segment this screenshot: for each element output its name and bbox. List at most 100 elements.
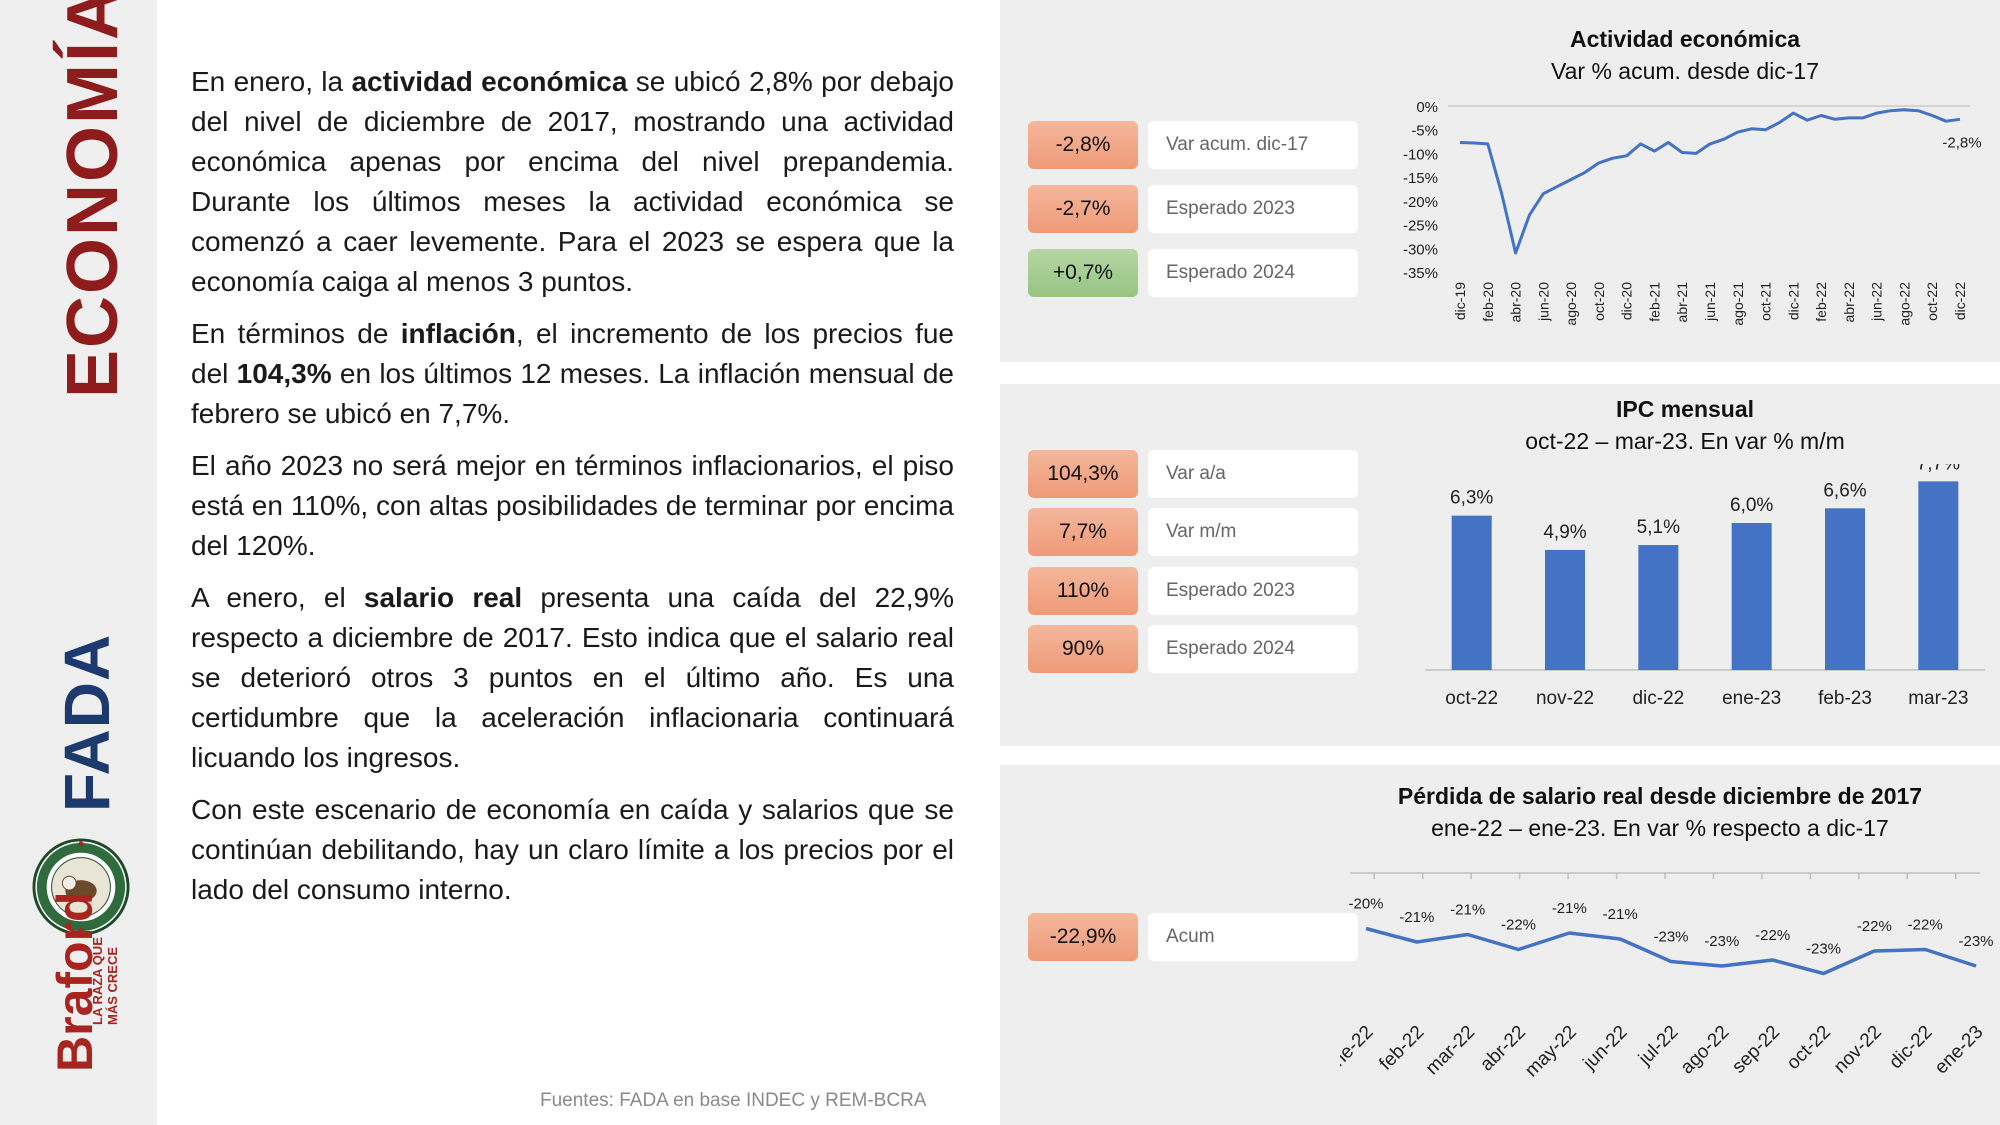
kpi-label: Esperado 2024 bbox=[1148, 625, 1358, 673]
hereford-seal-logo bbox=[32, 838, 130, 936]
bar-value-label: 7,7% bbox=[1917, 464, 1960, 474]
text-column: En enero, la actividad económica se ubic… bbox=[191, 62, 954, 922]
x-tick-label: dic-19 bbox=[1452, 282, 1468, 320]
x-tick-label: ene-22 bbox=[1340, 1022, 1378, 1079]
text-run: se ubicó 2,8% por debajo del nivel de di… bbox=[191, 66, 955, 297]
bold-text: actividad económica bbox=[351, 66, 628, 97]
kpi-var-aa: 104,3% Var a/a bbox=[1028, 450, 1358, 498]
x-tick-label: ene-23 bbox=[1931, 1022, 1988, 1079]
panel-salario: -22,9% Acum Pérdida de salario real desd… bbox=[1000, 765, 2000, 1125]
paragraph-salario: A enero, el salario real presenta una ca… bbox=[191, 578, 954, 778]
x-tick-label: may-22 bbox=[1521, 1022, 1581, 1082]
text-run: En enero, la bbox=[191, 66, 352, 97]
ipc-bar-chart: 6,3% oct-22 4,9% nov-22 5,1% dic-22 6,0% ene-23… bbox=[1425, 464, 1985, 709]
chart-title: Pérdida de salario real desde diciembre … bbox=[1397, 783, 1923, 809]
sidebar: ECONOMÍA FADA Braford LA RAZA QUE MÁS CR… bbox=[0, 0, 157, 1125]
bar bbox=[1638, 545, 1679, 670]
y-tick-label: -20% bbox=[1403, 194, 1438, 211]
x-tick-label: abr-21 bbox=[1674, 282, 1690, 323]
salario-line-chart: -20%ene-22-21%feb-22-21%mar-22-22%abr-22… bbox=[1340, 872, 1994, 1082]
point-value-label: -20% bbox=[1348, 896, 1383, 913]
kpi-esperado-2024: +0,7% Esperado 2024 bbox=[1028, 249, 1358, 297]
text-run: presenta una caída del 22,9% respecto a … bbox=[191, 582, 955, 773]
text-run: , el incremento de los precios fue del bbox=[191, 318, 954, 389]
bar-value-label: 6,0% bbox=[1730, 495, 1773, 516]
point-value-label: -23% bbox=[1704, 933, 1739, 950]
y-tick-label: -25% bbox=[1403, 218, 1438, 235]
point-value-label: -23% bbox=[1653, 929, 1688, 946]
kpi-value: -2,7% bbox=[1028, 185, 1138, 233]
x-tick-label: feb-20 bbox=[1480, 282, 1496, 322]
actividad-line-chart: 0% -5% -10% -15% -20% -25% -30% -35% dic-19 feb-2… bbox=[1403, 99, 1982, 326]
x-tick-label: dic-22 bbox=[1885, 1022, 1936, 1073]
point-value-label: -21% bbox=[1603, 906, 1638, 923]
paragraph-inflacion: En términos de inflación, el incremento … bbox=[191, 314, 954, 434]
x-tick-label: feb-22 bbox=[1375, 1022, 1428, 1075]
kpi-label: Var a/a bbox=[1148, 450, 1358, 498]
kpi-label: Esperado 2024 bbox=[1148, 249, 1358, 297]
x-tick-label: oct-22 bbox=[1783, 1022, 1835, 1074]
x-tick-label: sep-22 bbox=[1728, 1022, 1784, 1078]
point-value-label: -23% bbox=[1958, 933, 1993, 950]
chart-title: Actividad económica bbox=[1569, 26, 1801, 52]
x-tick-label: ago-22 bbox=[1896, 282, 1912, 326]
y-tick-label: -35% bbox=[1403, 265, 1438, 282]
panel-actividad: -2,8% Var acum. dic-17 -2,7% Esperado 20… bbox=[1000, 0, 2000, 362]
sources-note: Fuentes: FADA en base INDEC y REM-BCRA bbox=[540, 1090, 927, 1111]
braford-tagline-line1: LA RAZA QUE bbox=[90, 937, 105, 1025]
x-tick-label: nov-22 bbox=[1830, 1022, 1886, 1078]
kpi-esperado-2024: 90% Esperado 2024 bbox=[1028, 625, 1358, 673]
chart-subtitle: Var % acum. desde dic-17 bbox=[1550, 58, 1820, 84]
kpi-label: Acum bbox=[1148, 913, 1358, 961]
bar bbox=[1451, 515, 1492, 670]
x-tick-label: dic-20 bbox=[1619, 282, 1635, 320]
bar bbox=[1918, 481, 1959, 670]
point-value-label: -22% bbox=[1755, 927, 1790, 944]
paragraph-2023: El año 2023 no será mejor en términos in… bbox=[191, 446, 954, 566]
kpi-label: Esperado 2023 bbox=[1148, 567, 1358, 615]
paragraph-consumo: Con este escenario de economía en caída … bbox=[191, 790, 954, 910]
text-run: A enero, el bbox=[191, 582, 364, 613]
point-value-label: -21% bbox=[1399, 909, 1434, 926]
x-tick-label: jun-22 bbox=[1579, 1022, 1632, 1075]
kpi-var-mm: 7,7% Var m/m bbox=[1028, 508, 1358, 556]
point-value-label: -22% bbox=[1908, 917, 1943, 934]
y-tick-label: -5% bbox=[1411, 123, 1438, 140]
x-tick-label: ago-22 bbox=[1677, 1022, 1734, 1079]
y-tick-label: -15% bbox=[1403, 170, 1438, 187]
x-tick-label: nov-22 bbox=[1536, 688, 1594, 709]
x-tick-label: oct-21 bbox=[1758, 282, 1774, 321]
kpi-label: Var m/m bbox=[1148, 508, 1358, 556]
kpi-value: -2,8% bbox=[1028, 121, 1138, 169]
y-tick-label: -10% bbox=[1403, 146, 1438, 163]
x-tick-label: feb-22 bbox=[1813, 282, 1829, 322]
bold-text: salario real bbox=[363, 582, 523, 613]
point-value-label: -21% bbox=[1552, 900, 1587, 917]
bar bbox=[1731, 523, 1772, 670]
bar bbox=[1825, 508, 1865, 670]
section-title: ECONOMÍA bbox=[53, 0, 133, 398]
x-tick-label: ago-20 bbox=[1563, 282, 1579, 326]
kpi-acum: -22,9% Acum bbox=[1028, 913, 1358, 961]
kpi-esperado-2023: -2,7% Esperado 2023 bbox=[1028, 185, 1358, 233]
series-line bbox=[1459, 108, 1961, 255]
x-tick-label: jun-22 bbox=[1869, 282, 1885, 322]
point-value-label: -22% bbox=[1501, 917, 1536, 934]
kpi-value: 7,7% bbox=[1028, 508, 1138, 556]
x-tick-label: dic-22 bbox=[1632, 688, 1684, 709]
chart-subtitle: ene-22 – ene-23. En var % respecto a dic… bbox=[1431, 815, 1889, 841]
bar-value-label: 4,9% bbox=[1543, 522, 1586, 543]
x-tick-label: feb-21 bbox=[1646, 282, 1662, 322]
bar-value-label: 6,6% bbox=[1823, 480, 1866, 501]
kpi-value: +0,7% bbox=[1028, 249, 1138, 297]
x-tick-label: dic-22 bbox=[1952, 282, 1968, 320]
x-tick-label: mar-22 bbox=[1422, 1022, 1479, 1079]
bold-text: inflación bbox=[400, 318, 516, 349]
braford-tagline: LA RAZA QUE MÁS CRECE bbox=[90, 937, 120, 1025]
x-tick-label: abr-22 bbox=[1841, 282, 1857, 323]
bar-value-label: 6,3% bbox=[1450, 488, 1493, 509]
y-tick-label: -30% bbox=[1403, 241, 1438, 258]
kpi-value: 90% bbox=[1028, 625, 1138, 673]
text-run: El año 2023 no será mejor en términos in… bbox=[191, 450, 954, 561]
x-tick-label: oct-22 bbox=[1924, 282, 1940, 321]
